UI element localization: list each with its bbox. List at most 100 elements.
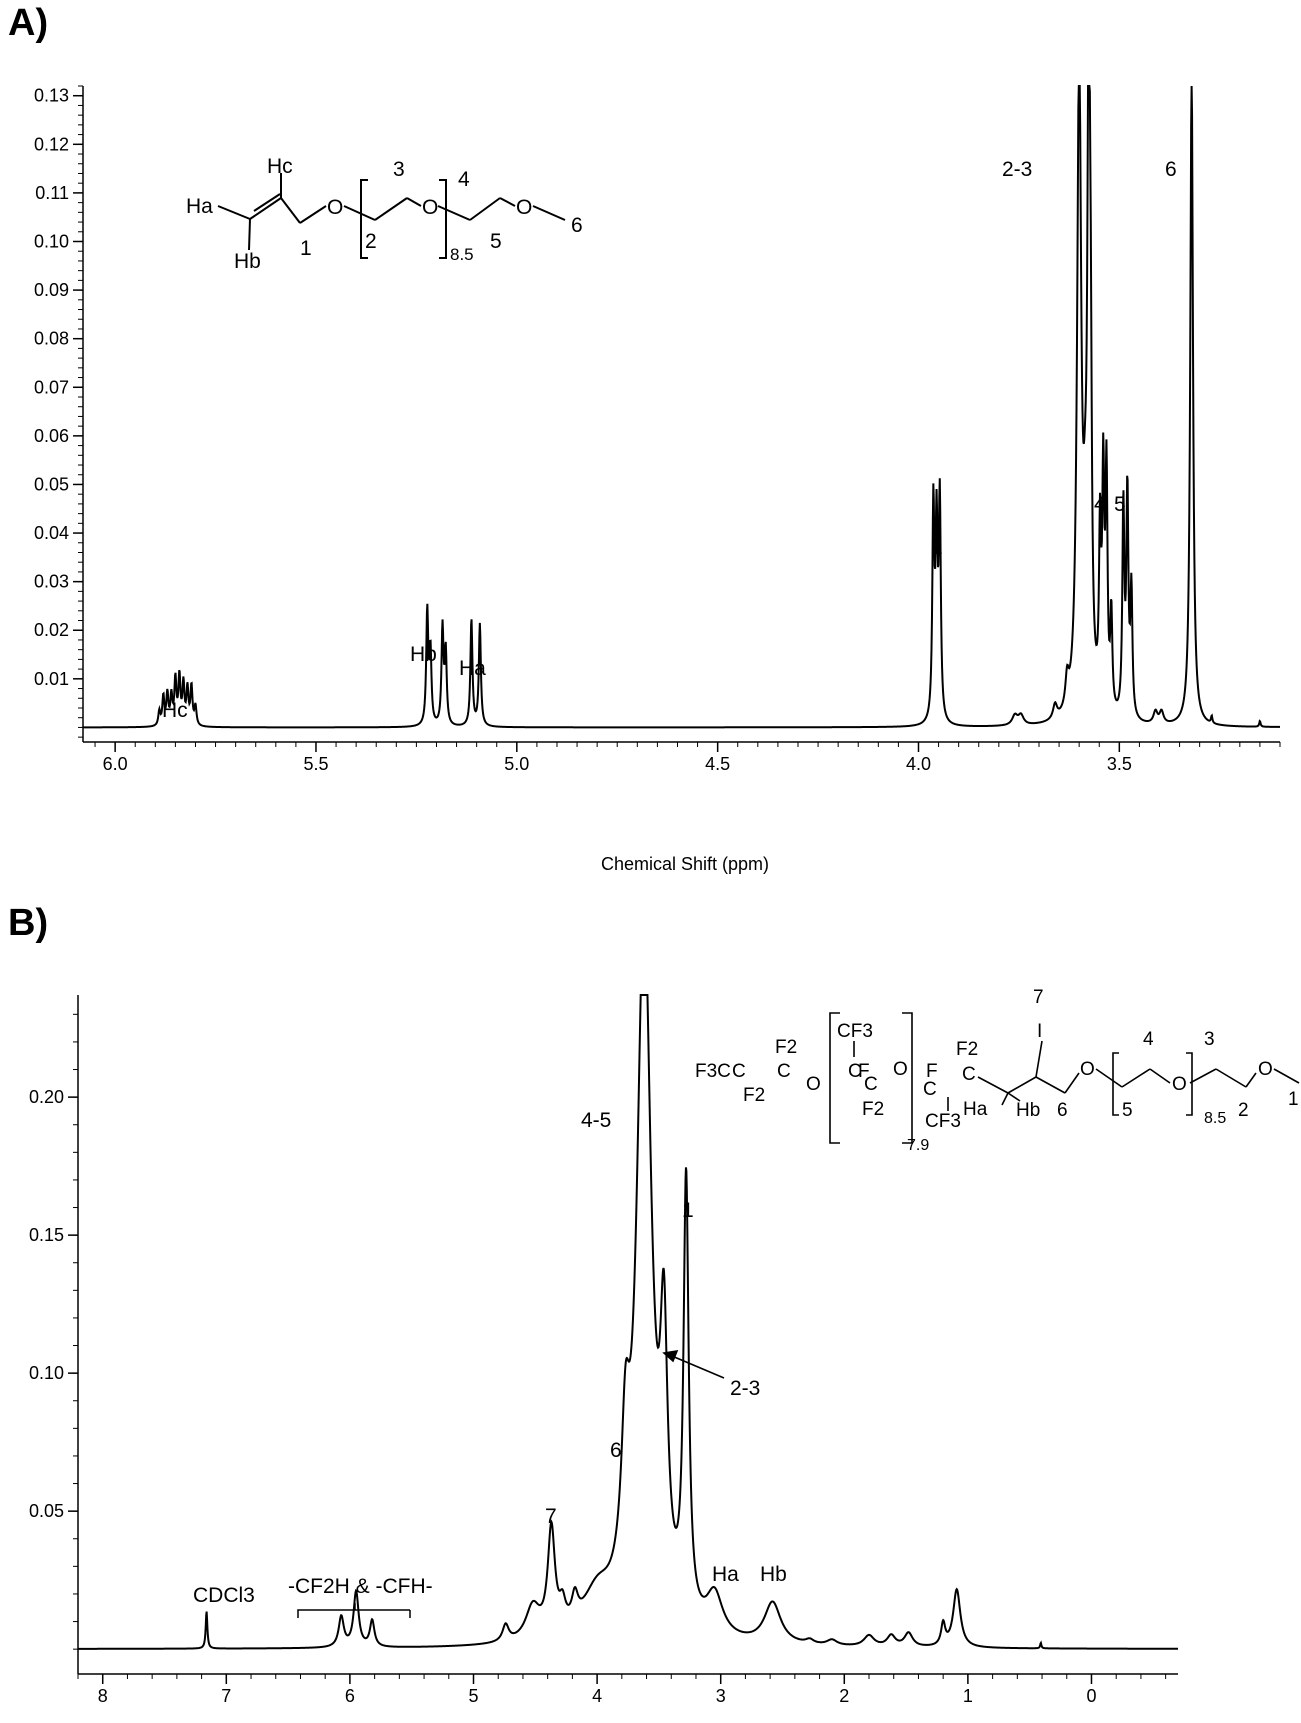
struct-b-num-2: 2 bbox=[1238, 1100, 1249, 1121]
struct-b-f2-d: F2 bbox=[956, 1039, 978, 1060]
struct-b-c1: C bbox=[732, 1061, 746, 1082]
panel-b-letter: B) bbox=[8, 902, 49, 944]
struct-b-o5: O bbox=[1258, 1059, 1273, 1080]
nmr-chart-b: 0.05 0.10 0.15 0.20 8 7 6 5 4 3 2 1 0 CDCl3 -CF2H & … bbox=[29, 987, 1300, 1706]
struct-a-ha: Ha bbox=[186, 195, 213, 218]
struct-b-num-4: 4 bbox=[1143, 1029, 1154, 1050]
y-tick-label: 0.03 bbox=[34, 572, 69, 592]
struct-b-num-7: 7 bbox=[1033, 987, 1044, 1008]
chart-b-annotation-hb: Hb bbox=[760, 1563, 787, 1586]
chart-a-annotation-1: 1 bbox=[931, 536, 943, 559]
x-tick-label: 8 bbox=[98, 1686, 108, 1706]
y-tick-label: 0.05 bbox=[34, 474, 69, 494]
chart-b-annotation-7: 7 bbox=[545, 1505, 557, 1528]
y-tick-label: 0.10 bbox=[29, 1363, 64, 1383]
panel-a-letter: A) bbox=[8, 2, 49, 44]
x-tick-label: 7 bbox=[221, 1686, 231, 1706]
chart-b-chemical-structure: F3C C F2 F2 C O CF3 C F C F2 O F C F2 C … bbox=[695, 987, 1300, 1154]
chart-b-annotation-4-5: 4-5 bbox=[581, 1109, 611, 1132]
chart-b-annotation-6: 6 bbox=[610, 1439, 622, 1462]
y-tick-label: 0.13 bbox=[34, 86, 69, 106]
chart-b-arrow bbox=[662, 1349, 725, 1379]
struct-a-o3: O bbox=[516, 196, 532, 219]
struct-b-o4: O bbox=[1172, 1074, 1187, 1095]
x-tick-label: 6.0 bbox=[103, 754, 128, 774]
struct-a-num-5: 5 bbox=[490, 230, 502, 253]
chart-a-chemical-structure: Ha Hc Hb O O O 1 2 3 4 5 6 8.5 bbox=[186, 155, 583, 273]
struct-b-f2-b: F2 bbox=[775, 1037, 797, 1058]
y-tick-label: 0.05 bbox=[29, 1501, 64, 1521]
struct-a-hc: Hc bbox=[267, 155, 293, 178]
struct-b-c3: C bbox=[848, 1061, 862, 1082]
chart-b-annotation-ha: Ha bbox=[712, 1563, 739, 1586]
x-tick-label: 5.0 bbox=[504, 754, 529, 774]
struct-b-f-b: F bbox=[926, 1061, 938, 1082]
struct-b-hb: Hb bbox=[1016, 1100, 1040, 1121]
struct-a-o1: O bbox=[327, 196, 343, 219]
struct-a-num-3: 3 bbox=[393, 158, 405, 181]
y-tick-label: 0.04 bbox=[34, 523, 69, 543]
x-tick-label: 1 bbox=[963, 1686, 973, 1706]
struct-a-repeat: 8.5 bbox=[450, 245, 474, 264]
struct-b-num-5: 5 bbox=[1122, 1100, 1133, 1121]
y-tick-label: 0.11 bbox=[35, 183, 69, 203]
chart-b-spectrum-line bbox=[78, 994, 1178, 1650]
y-tick-label: 0.15 bbox=[29, 1225, 64, 1245]
struct-a-num-4: 4 bbox=[458, 168, 470, 191]
struct-b-ha: Ha bbox=[963, 1099, 988, 1120]
y-tick-label: 0.10 bbox=[34, 231, 69, 251]
y-tick-label: 0.12 bbox=[34, 134, 69, 154]
x-tick-label: 4.0 bbox=[906, 754, 931, 774]
struct-a-o2: O bbox=[422, 196, 438, 219]
y-tick-label: 0.01 bbox=[34, 669, 69, 689]
chart-a-axes: 0.01 0.02 0.03 0.04 0.05 0.06 0.07 0.08 0.09 0.10… bbox=[34, 85, 1281, 774]
chart-b-annotation-cdcl3: CDCl3 bbox=[193, 1584, 255, 1607]
struct-b-f3c: F3C bbox=[695, 1061, 731, 1082]
nmr-chart-a: 0.01 0.02 0.03 0.04 0.05 0.06 0.07 0.08 0.09 0.10… bbox=[34, 85, 1281, 874]
struct-a-num-6: 6 bbox=[571, 214, 583, 237]
x-tick-label: 6 bbox=[345, 1686, 355, 1706]
chart-a-annotation-5: 5 bbox=[1114, 493, 1126, 516]
struct-a-hb: Hb bbox=[234, 250, 261, 273]
chart-a-annotation-hc: Hc bbox=[162, 699, 188, 722]
struct-b-o2: O bbox=[893, 1059, 908, 1080]
struct-b-cf3-b: CF3 bbox=[925, 1111, 961, 1132]
y-tick-label: 0.06 bbox=[34, 426, 69, 446]
y-tick-label: 0.02 bbox=[34, 620, 69, 640]
chart-b-annotation-1: 1 bbox=[682, 1199, 694, 1222]
x-tick-label: 4.5 bbox=[705, 754, 730, 774]
struct-b-num-1: 1 bbox=[1288, 1089, 1299, 1110]
struct-b-cf3-a: CF3 bbox=[837, 1021, 873, 1042]
struct-b-c6: C bbox=[962, 1064, 976, 1085]
x-tick-label: 0 bbox=[1086, 1686, 1096, 1706]
chart-a-annotation-ha: Ha bbox=[459, 657, 486, 680]
struct-b-c5: C bbox=[923, 1079, 937, 1100]
struct-a-num-2: 2 bbox=[365, 230, 377, 253]
struct-a-num-1: 1 bbox=[300, 237, 312, 260]
struct-b-num-3: 3 bbox=[1204, 1029, 1215, 1050]
y-tick-label: 0.20 bbox=[29, 1087, 64, 1107]
chart-a-spectrum-line bbox=[83, 85, 1281, 729]
chart-a-x-axis-label: Chemical Shift (ppm) bbox=[601, 854, 769, 874]
x-tick-label: 3.5 bbox=[1107, 754, 1132, 774]
struct-b-repeat-1: 7.9 bbox=[907, 1137, 929, 1154]
x-tick-label: 3 bbox=[716, 1686, 726, 1706]
struct-b-num-6: 6 bbox=[1057, 1100, 1068, 1121]
chart-a-annotation-4: 4 bbox=[1094, 493, 1106, 516]
struct-b-o1: O bbox=[806, 1074, 821, 1095]
chart-b-annotation-2-3: 2-3 bbox=[730, 1377, 760, 1400]
chart-a-annotation-6: 6 bbox=[1165, 158, 1177, 181]
x-tick-label: 2 bbox=[839, 1686, 849, 1706]
struct-b-iodine: I bbox=[1037, 1021, 1042, 1042]
struct-b-c4: C bbox=[864, 1074, 878, 1095]
x-tick-label: 5.5 bbox=[303, 754, 328, 774]
struct-b-repeat-2: 8.5 bbox=[1204, 1110, 1226, 1127]
chart-a-annotation-2-3: 2-3 bbox=[1002, 158, 1032, 181]
x-tick-label: 5 bbox=[468, 1686, 478, 1706]
struct-b-c2: C bbox=[777, 1061, 791, 1082]
chart-b-axes: 0.05 0.10 0.15 0.20 8 7 6 5 4 3 2 1 0 bbox=[29, 995, 1178, 1706]
struct-b-f2-c: F2 bbox=[862, 1099, 884, 1120]
y-tick-label: 0.09 bbox=[34, 280, 69, 300]
y-tick-label: 0.07 bbox=[34, 377, 69, 397]
y-tick-label: 0.08 bbox=[34, 329, 69, 349]
